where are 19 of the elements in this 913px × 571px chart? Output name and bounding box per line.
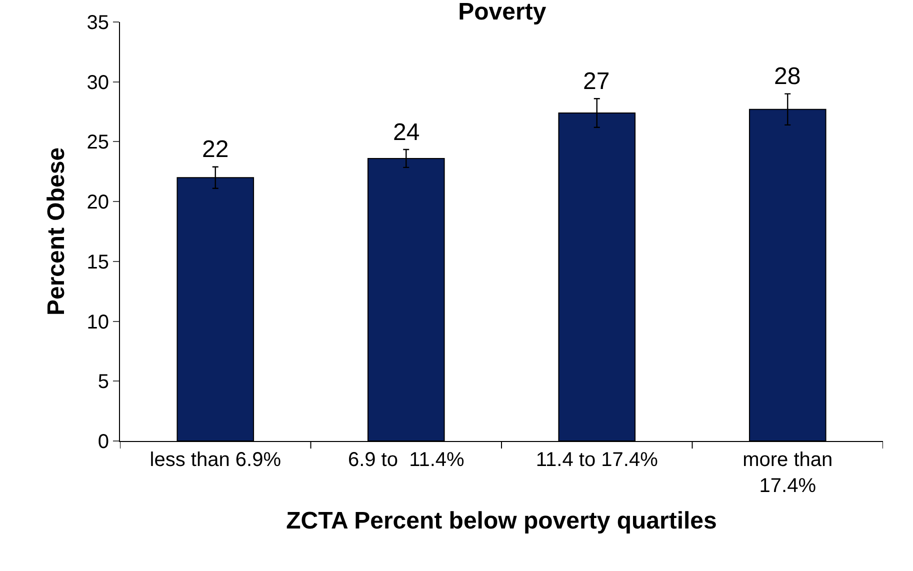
y-tick-label: 0 — [98, 431, 109, 453]
data-label: 27 — [583, 68, 610, 95]
y-tick-label: 30 — [86, 72, 109, 94]
chart-title: Poverty — [458, 0, 547, 26]
data-label: 22 — [202, 136, 229, 163]
y-tick-label: 20 — [86, 192, 109, 214]
x-tick-label: less than 6.9% — [150, 449, 282, 471]
data-label: 28 — [774, 63, 801, 90]
x-tick-label: 11.4 to 17.4% — [536, 449, 658, 471]
y-tick-label: 35 — [86, 12, 109, 34]
x-axis-title: ZCTA Percent below poverty quartiles — [286, 507, 717, 534]
x-tick-label: 6.9 to 11.4% — [348, 449, 465, 471]
x-tick-label: more than 17.4% — [742, 449, 833, 497]
y-tick-label: 15 — [86, 251, 109, 274]
data-label: 24 — [393, 119, 420, 146]
y-tick-label: 10 — [86, 311, 109, 334]
y-tick-label: 25 — [86, 132, 109, 154]
y-tick-label: 5 — [98, 371, 109, 394]
y-axis-title: Percent Obese — [42, 147, 70, 316]
